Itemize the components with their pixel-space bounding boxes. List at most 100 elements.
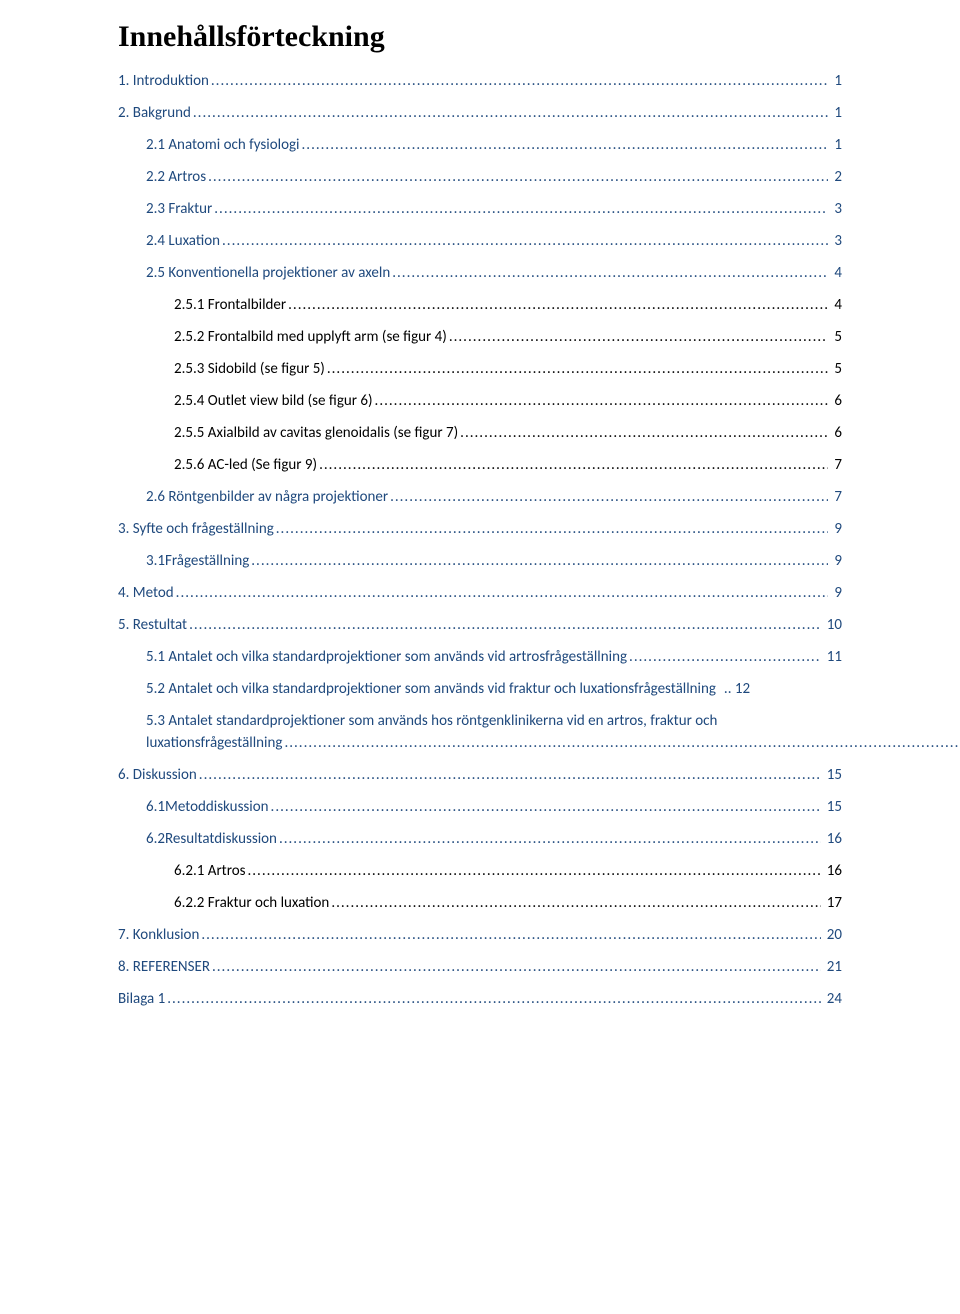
toc-entry[interactable]: 2.5.4 Outlet view bild (se figur 6) 6: [118, 392, 842, 410]
toc-leader-dots: [284, 734, 960, 752]
toc-entry-page: 4: [830, 296, 842, 314]
toc-entry-label: 3.1Frågeställning: [146, 552, 249, 570]
toc-entry[interactable]: 6.2.2 Fraktur och luxation 17: [118, 894, 842, 912]
toc-entry[interactable]: 6.2Resultatdiskussion 16: [118, 830, 842, 848]
toc-entry[interactable]: 2.5 Konventionella projektioner av axeln…: [118, 264, 842, 282]
toc-leader-dots: [331, 894, 820, 912]
toc-entry[interactable]: 6.2.1 Artros 16: [118, 862, 842, 880]
toc-entry-label: 5. Restultat: [118, 616, 187, 634]
document-page: Innehållsförteckning 1. Introduktion12. …: [0, 0, 960, 1314]
toc-entry[interactable]: 5.3 Antalet standardprojektioner som anv…: [118, 712, 842, 752]
toc-entry-page: 11: [823, 648, 842, 666]
toc-entry-label-continued: luxationsfrågeställning: [146, 734, 282, 752]
toc-leader-dots: [201, 926, 820, 944]
toc-leader-dots: [193, 104, 829, 122]
toc-entry[interactable]: 2.2 Artros2: [118, 168, 842, 186]
toc-leader-dots: [247, 862, 820, 880]
table-of-contents: 1. Introduktion12. Bakgrund12.1 Anatomi …: [118, 72, 842, 1008]
toc-entry-page: 9: [830, 552, 842, 570]
toc-entry-page: 3: [830, 232, 842, 250]
toc-entry[interactable]: 6.1Metoddiskussion 15: [118, 798, 842, 816]
toc-entry[interactable]: 2.5.5 Axialbild av cavitas glenoidalis (…: [118, 424, 842, 442]
toc-entry[interactable]: 3.1Frågeställning 9: [118, 552, 842, 570]
toc-entry[interactable]: 2.6 Röntgenbilder av några projektioner 7: [118, 488, 842, 506]
toc-entry-page: 24: [823, 990, 842, 1008]
toc-entry-label: 6.2.1 Artros: [174, 862, 245, 880]
toc-entry-page: 17: [823, 894, 842, 912]
toc-leader-dots: [460, 424, 828, 442]
toc-entry-label: 6.1Metoddiskussion: [146, 798, 269, 816]
toc-entry-page: 5: [830, 360, 842, 378]
toc-entry-page: 21: [823, 958, 842, 976]
toc-leader-dots: [276, 520, 829, 538]
toc-entry-label: 7. Konklusion: [118, 926, 199, 944]
toc-entry-label: 2.6 Röntgenbilder av några projektioner: [146, 488, 388, 506]
toc-entry-page: 16: [823, 830, 842, 848]
toc-leader-dots: [302, 136, 829, 154]
toc-entry-label: 2.5 Konventionella projektioner av axeln: [146, 264, 390, 282]
toc-entry[interactable]: 2.5.1 Frontalbilder4: [118, 296, 842, 314]
toc-entry-page: 1: [830, 136, 842, 154]
toc-entry-label: 2.5.4 Outlet view bild (se figur 6): [174, 392, 373, 410]
page-title: Innehållsförteckning: [118, 20, 842, 54]
toc-entry[interactable]: 3. Syfte och frågeställning 9: [118, 520, 842, 538]
toc-entry-page: 1: [830, 104, 842, 122]
toc-entry[interactable]: 5.1 Antalet och vilka standardprojektion…: [118, 648, 842, 666]
toc-leader-dots: [189, 616, 821, 634]
toc-entry-label: 2.4 Luxation: [146, 232, 220, 250]
toc-leader-dots: [271, 798, 821, 816]
toc-entry[interactable]: 2.1 Anatomi och fysiologi1: [118, 136, 842, 154]
toc-leader-dots: [319, 456, 828, 474]
toc-entry-page: .. 12: [720, 680, 750, 698]
toc-entry-label: 2.2 Artros: [146, 168, 206, 186]
toc-entry-label: 6.2Resultatdiskussion: [146, 830, 277, 848]
toc-entry-label: 5.2 Antalet och vilka standardprojektion…: [146, 680, 716, 698]
toc-entry[interactable]: 5.2 Antalet och vilka standardprojektion…: [118, 680, 842, 698]
toc-entry-page: 15: [823, 798, 842, 816]
toc-entry[interactable]: 2.4 Luxation 3: [118, 232, 842, 250]
toc-entry[interactable]: 1. Introduktion1: [118, 72, 842, 90]
toc-leader-dots: [214, 200, 828, 218]
toc-entry-label: 6.2.2 Fraktur och luxation: [174, 894, 329, 912]
toc-entry[interactable]: 2.3 Fraktur 3: [118, 200, 842, 218]
toc-leader-dots: [222, 232, 828, 250]
toc-leader-dots: [212, 958, 821, 976]
toc-leader-dots: [288, 296, 828, 314]
toc-entry-label: 3. Syfte och frågeställning: [118, 520, 274, 538]
toc-entry[interactable]: 6. Diskussion 15: [118, 766, 842, 784]
toc-entry-label: 2.3 Fraktur: [146, 200, 212, 218]
toc-entry-page: 3: [830, 200, 842, 218]
toc-entry[interactable]: 4. Metod9: [118, 584, 842, 602]
toc-entry-label: 1. Introduktion: [118, 72, 209, 90]
toc-entry-label: 4. Metod: [118, 584, 174, 602]
toc-entry[interactable]: 5. Restultat 10: [118, 616, 842, 634]
toc-entry[interactable]: 2. Bakgrund 1: [118, 104, 842, 122]
toc-entry-page: 15: [823, 766, 842, 784]
toc-entry-page: 9: [830, 520, 842, 538]
toc-entry-label: 2.5.3 Sidobild (se figur 5): [174, 360, 325, 378]
toc-leader-dots: [279, 830, 821, 848]
toc-entry-page: 16: [823, 862, 842, 880]
toc-entry[interactable]: 8. REFERENSER21: [118, 958, 842, 976]
toc-entry-page: 6: [830, 424, 842, 442]
toc-entry-page: 10: [823, 616, 842, 634]
toc-entry-page: 7: [830, 488, 842, 506]
toc-entry[interactable]: 2.5.6 AC-led (Se figur 9) 7: [118, 456, 842, 474]
toc-entry-label: 2. Bakgrund: [118, 104, 191, 122]
toc-leader-dots: [449, 328, 829, 346]
toc-entry[interactable]: 2.5.2 Frontalbild med upplyft arm (se fi…: [118, 328, 842, 346]
toc-leader-dots: [629, 648, 821, 666]
toc-leader-dots: [176, 584, 829, 602]
toc-entry-label: 2.5.6 AC-led (Se figur 9): [174, 456, 317, 474]
toc-entry[interactable]: Bilaga 124: [118, 990, 842, 1008]
toc-leader-dots: [390, 488, 828, 506]
toc-leader-dots: [199, 766, 821, 784]
toc-entry[interactable]: 7. Konklusion20: [118, 926, 842, 944]
toc-leader-dots: [167, 990, 821, 1008]
toc-entry-label: 2.5.2 Frontalbild med upplyft arm (se fi…: [174, 328, 447, 346]
toc-entry-page: 7: [830, 456, 842, 474]
toc-entry-page: 6: [830, 392, 842, 410]
toc-entry[interactable]: 2.5.3 Sidobild (se figur 5) 5: [118, 360, 842, 378]
toc-leader-dots: [251, 552, 828, 570]
toc-entry-label: 6. Diskussion: [118, 766, 197, 784]
